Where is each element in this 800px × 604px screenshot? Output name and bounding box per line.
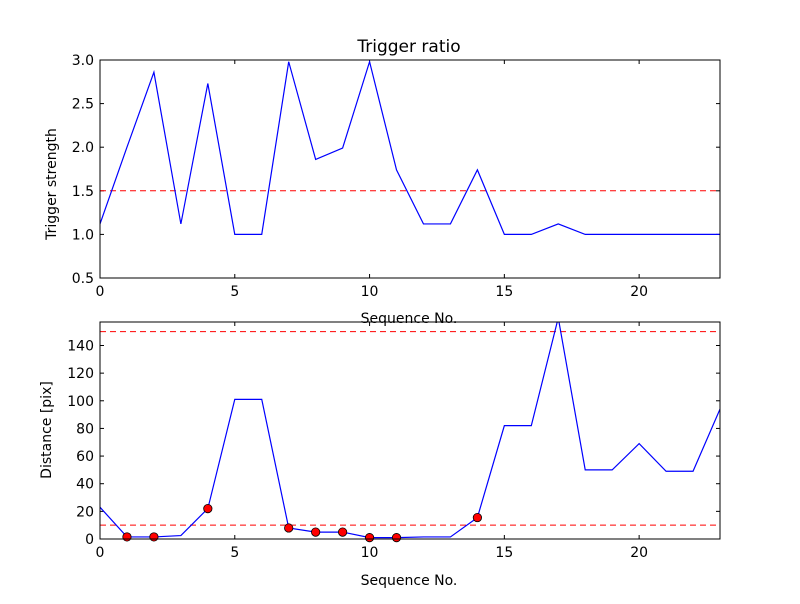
top-x-tick-label: 10 (361, 284, 379, 300)
bottom-axes-frame (99, 321, 721, 540)
bottom-y-tick-label: 20 (76, 504, 94, 520)
top-y-tick-label: 3.0 (72, 53, 94, 69)
bottom-y-tick-label: 0 (85, 532, 94, 548)
top-y-tick-label: 2.0 (72, 140, 94, 156)
bottom-subplot: Distance [pix] Sequence No. 0 5 10 15 20 0 20 4… (39, 321, 721, 589)
bottom-data-marker (364, 533, 375, 543)
top-plot-area: 0 5 10 15 20 0.5 1.0 1.5 2.0 2.5 3.0 (72, 53, 720, 300)
bottom-x-tick-label: 10 (361, 545, 379, 561)
bottom-data-marker (149, 532, 159, 542)
bottom-y-tick-label: 40 (76, 477, 94, 493)
bottom-data-marker (391, 533, 402, 543)
bottom-x-tick-label: 0 (96, 545, 105, 561)
bottom-y-tick-label: 60 (76, 449, 94, 465)
top-y-tick-label: 2.5 (72, 97, 94, 113)
top-x-tick-label: 20 (630, 284, 648, 300)
top-axes-frame (99, 59, 721, 279)
bottom-series-line (100, 322, 720, 539)
bottom-x-tick-label: 20 (630, 545, 648, 561)
bottom-plot-area: 0 5 10 15 20 0 20 40 60 80 100 120 140 (67, 322, 720, 561)
bottom-y-tick-label: 120 (67, 366, 94, 382)
bottom-data-marker (284, 523, 294, 533)
top-x-tick-label: 5 (230, 284, 239, 300)
top-y-tick-label: 1.5 (72, 184, 94, 200)
bottom-x-tick-label: 5 (230, 545, 239, 561)
bottom-data-marker (338, 527, 348, 537)
bottom-y-tick-label: 140 (67, 338, 94, 354)
top-y-axis-label: Trigger strength (44, 128, 60, 241)
bottom-y-tick-label: 80 (76, 421, 94, 437)
top-chart-title: Trigger ratio (356, 37, 460, 57)
bottom-data-marker (472, 512, 482, 523)
bottom-data-marker (203, 503, 213, 514)
bottom-x-tick-label: 15 (495, 545, 513, 561)
top-series-line (100, 60, 720, 235)
bottom-x-axis-label: Sequence No. (361, 573, 458, 589)
top-y-tick-label: 1.0 (72, 227, 94, 243)
top-x-tick-label: 15 (495, 284, 513, 300)
top-subplot: Trigger ratio Trigger strength Sequence … (44, 37, 721, 327)
top-x-axis-label: Sequence No. (361, 311, 458, 327)
top-y-tick-label: 0.5 (72, 271, 94, 287)
bottom-data-marker (311, 527, 321, 537)
bottom-y-tick-label: 100 (67, 394, 94, 410)
top-x-tick-label: 0 (96, 284, 105, 300)
bottom-y-axis-label: Distance [pix] (39, 381, 55, 479)
bottom-data-marker (122, 532, 132, 542)
